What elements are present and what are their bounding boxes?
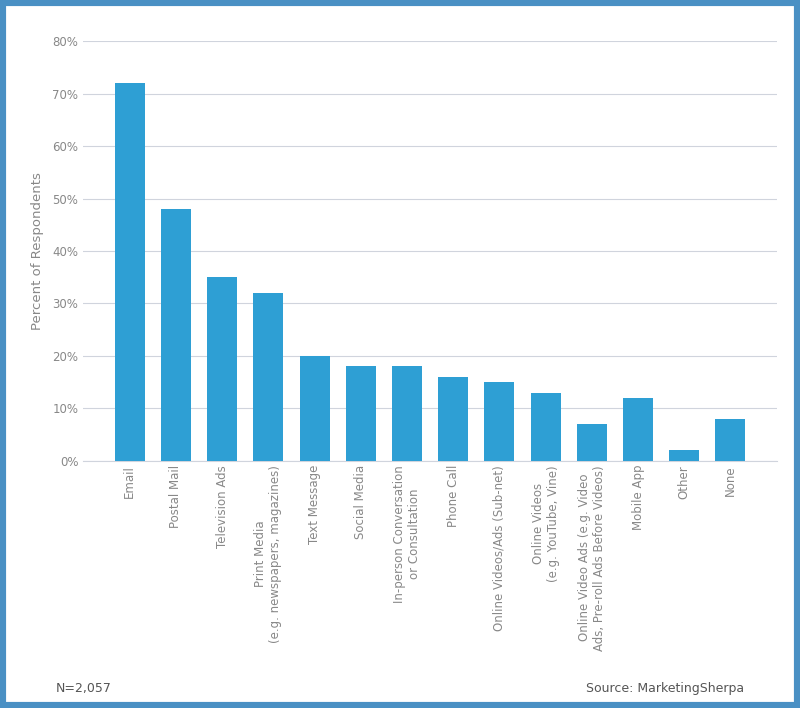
Bar <box>715 418 746 461</box>
Bar <box>207 278 237 461</box>
Bar <box>392 366 422 461</box>
Text: N=2,057: N=2,057 <box>56 683 112 695</box>
Bar <box>346 366 376 461</box>
Bar <box>623 398 653 461</box>
Bar <box>484 382 514 461</box>
Text: Source: MarketingSherpa: Source: MarketingSherpa <box>586 683 744 695</box>
Y-axis label: Percent of Respondents: Percent of Respondents <box>31 172 44 330</box>
Bar <box>530 392 561 461</box>
Bar <box>670 450 699 461</box>
Bar <box>161 209 191 461</box>
Bar <box>254 293 283 461</box>
Bar <box>438 377 468 461</box>
Bar <box>299 356 330 461</box>
Bar <box>577 424 607 461</box>
Bar <box>114 83 145 461</box>
